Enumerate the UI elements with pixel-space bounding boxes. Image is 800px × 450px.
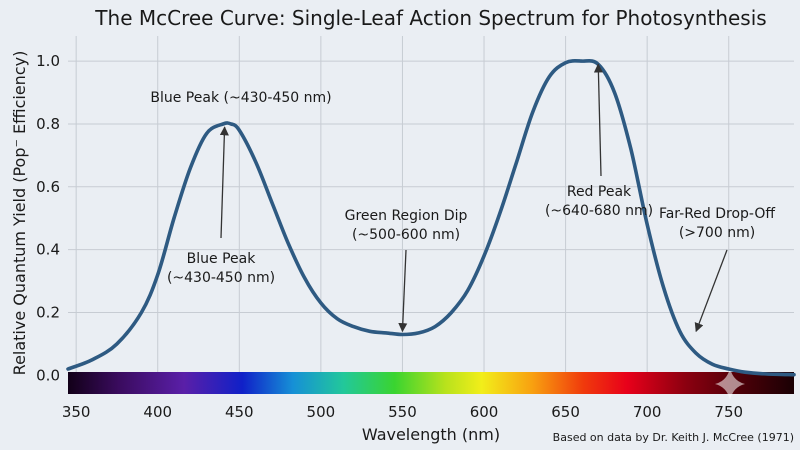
x-tick-label-2: 450 [225, 403, 254, 421]
annotation-arrow-2 [398, 249, 408, 333]
y-tick-label-3: 0.6 [36, 178, 60, 196]
annotation-2-line-0: Green Region Dip [345, 208, 468, 224]
x-tick-label-5: 600 [470, 403, 499, 421]
x-axis: 350 400 450 500 550 600 650 700 750 [62, 403, 743, 421]
annotation-1-line-1: (~430-450 nm) [167, 270, 275, 286]
annotation-arrow-4 [694, 249, 728, 333]
x-tick-label-8: 750 [714, 403, 743, 421]
y-tick-label-2: 0.4 [36, 241, 60, 259]
y-axis: 0.0 0.2 0.4 0.6 0.8 1.0 [36, 52, 60, 384]
action-spectrum-line [66, 59, 796, 377]
y-tick-label-1: 0.2 [36, 303, 60, 321]
annotation-1-line-0: Blue Peak [187, 251, 257, 267]
annotation-4-line-0: Far-Red Drop-Off [659, 206, 775, 222]
annotation-3-line-0: Red Peak [567, 184, 632, 200]
sparkle-mark [715, 368, 745, 400]
y-tick-label-5: 1.0 [36, 52, 60, 70]
visible-spectrum-bar [68, 372, 794, 394]
annotations: Blue Peak (~430-450 nm) Blue Peak (~430-45… [150, 63, 775, 333]
x-tick-label-6: 650 [551, 403, 580, 421]
annotation-2-line-1: (~500-600 nm) [352, 227, 460, 243]
annotation-3-line-1: (~640-680 nm) [545, 203, 653, 219]
y-axis-label: Relative Quantum Yield (Pop⁻ Efficiency) [10, 51, 29, 376]
x-tick-label-3: 500 [307, 403, 336, 421]
y-tick-label-0: 0.0 [36, 366, 60, 384]
annotation-0-line-0: Blue Peak (~430-450 nm) [150, 90, 331, 106]
chart-title: The McCree Curve: Single-Leaf Action Spe… [94, 6, 766, 30]
annotation-arrow-3 [593, 63, 603, 177]
data-credit: Based on data by Dr. Keith J. McCree (19… [553, 431, 794, 444]
annotation-arrow-1 [219, 126, 229, 239]
x-tick-label-1: 400 [143, 403, 172, 421]
x-tick-label-0: 350 [62, 403, 91, 421]
x-tick-label-7: 700 [633, 403, 662, 421]
plot-area [68, 36, 794, 391]
y-tick-label-4: 0.8 [36, 115, 60, 133]
x-axis-label: Wavelength (nm) [362, 425, 500, 444]
x-tick-label-4: 550 [388, 403, 417, 421]
annotation-4-line-1: (>700 nm) [679, 225, 755, 241]
